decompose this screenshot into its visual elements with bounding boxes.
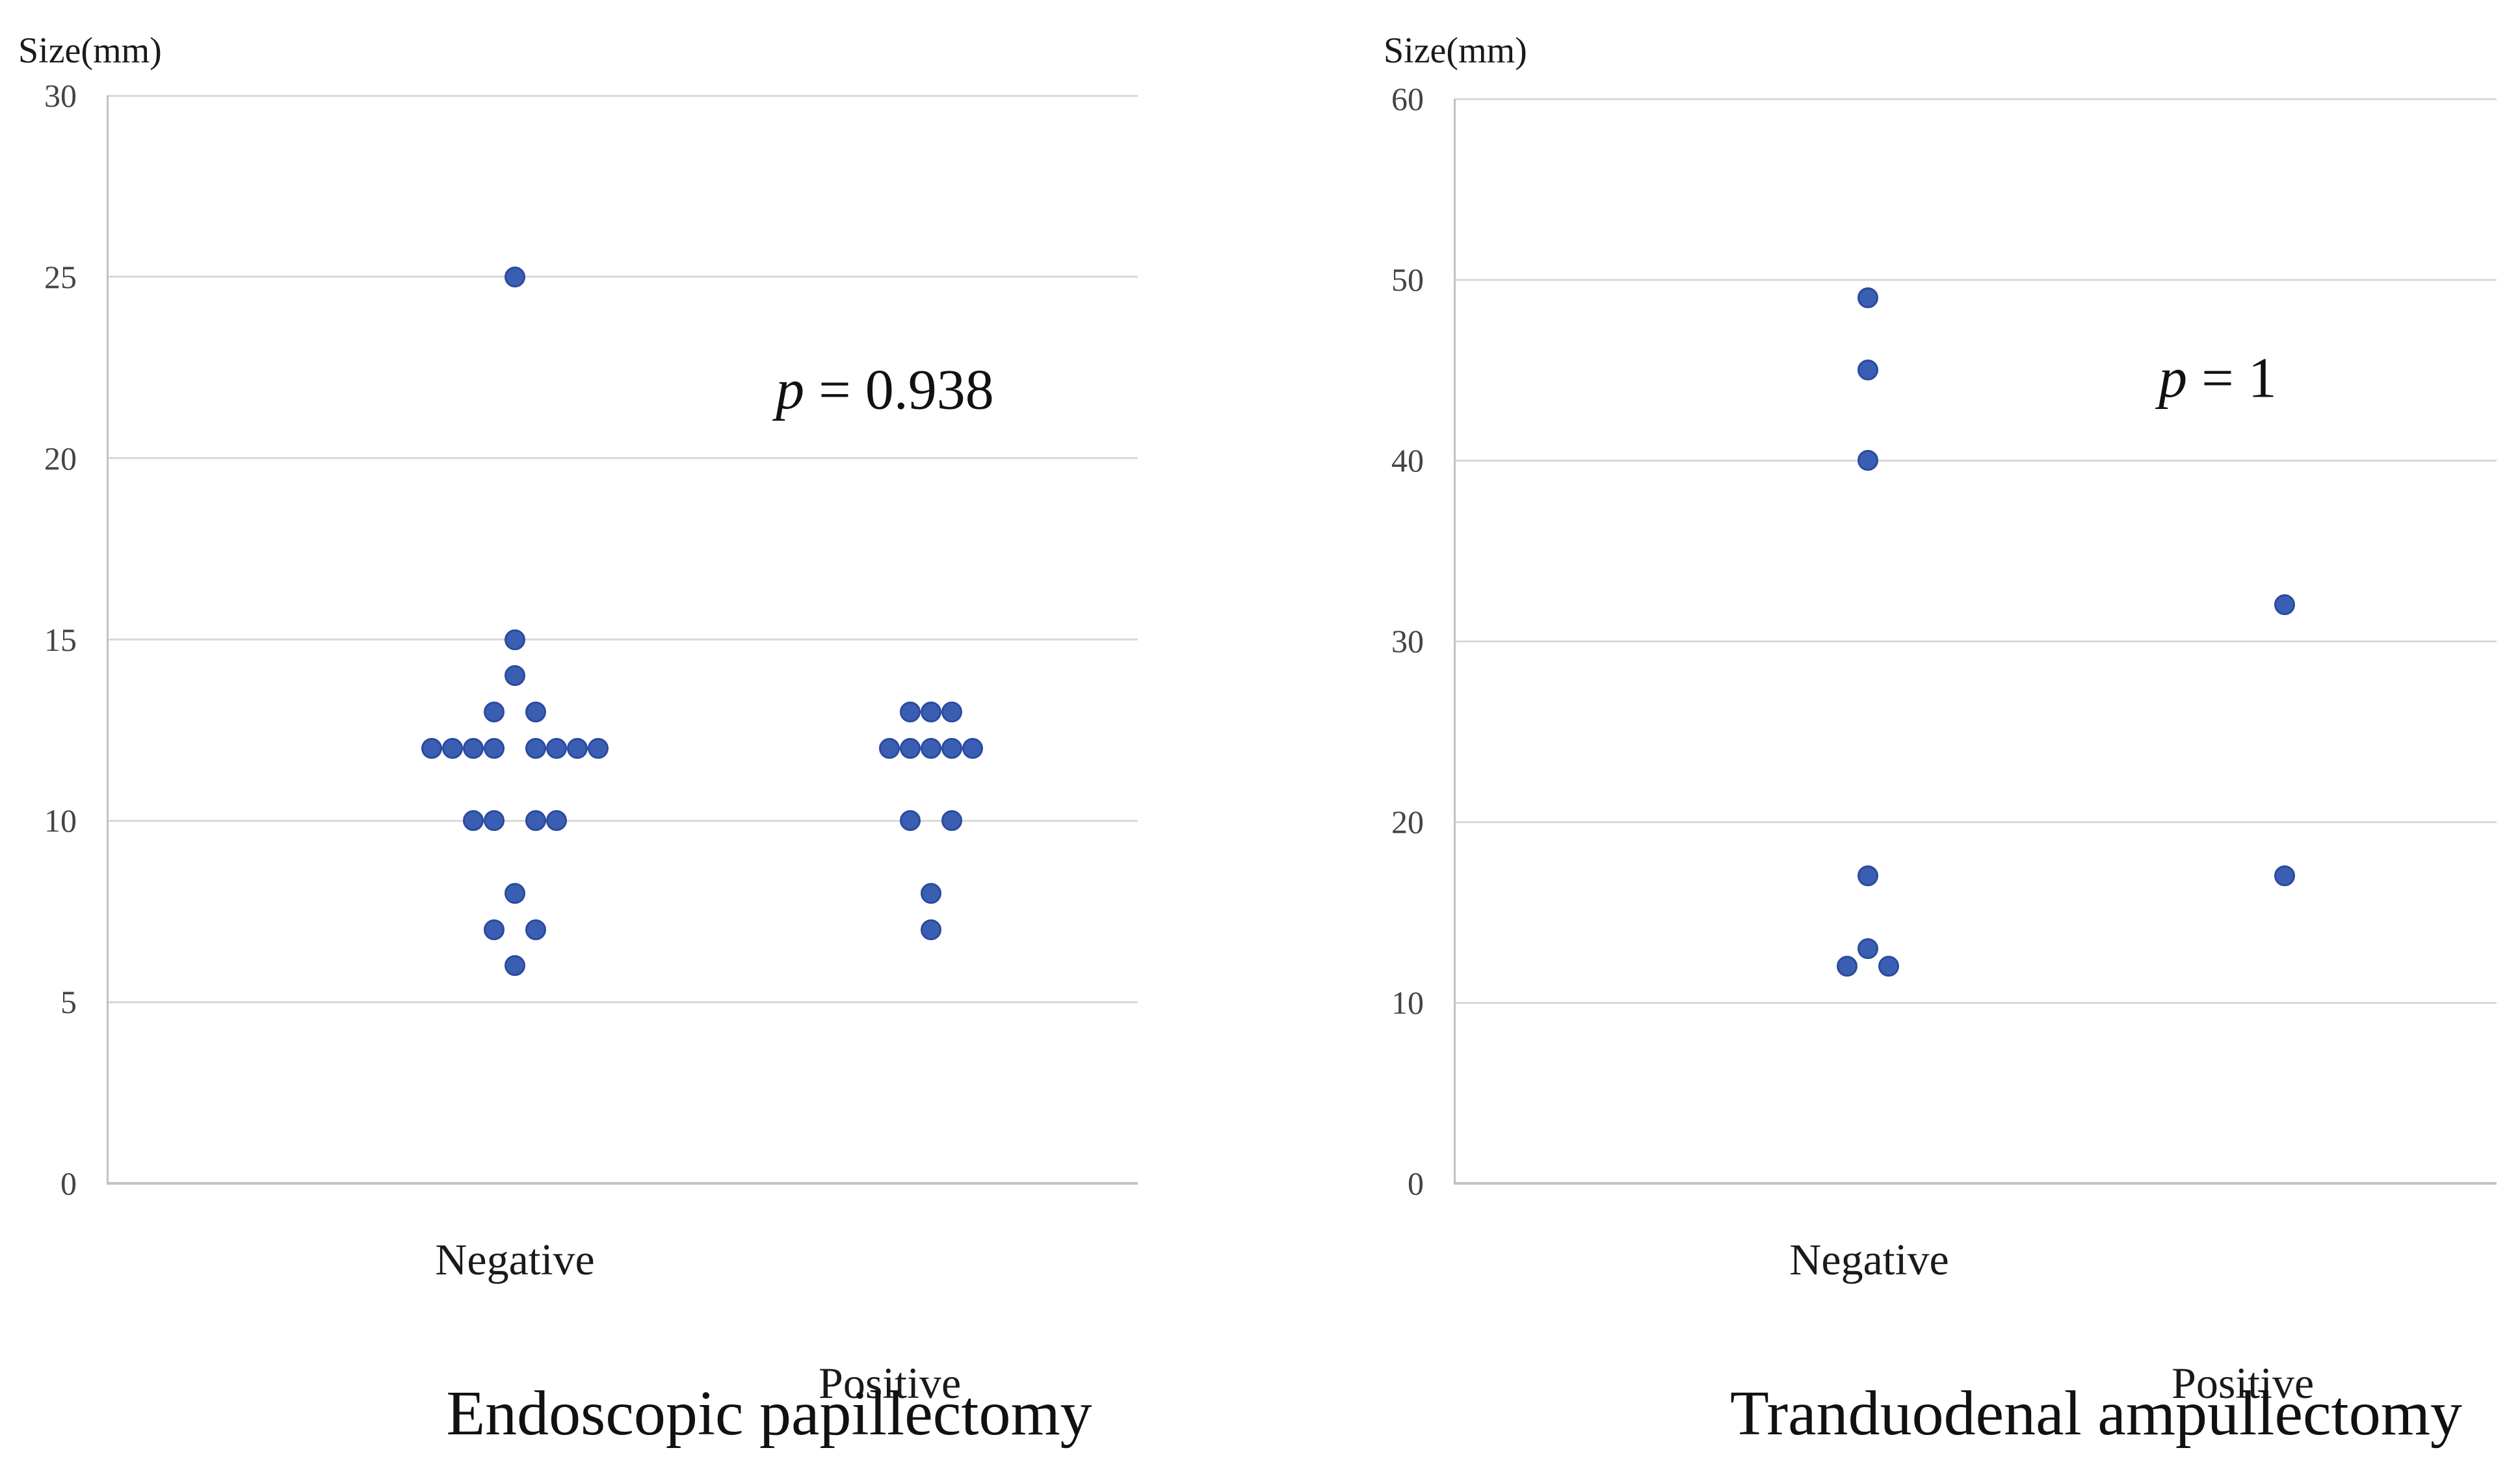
data-point xyxy=(962,737,983,759)
data-point xyxy=(421,737,442,759)
data-point xyxy=(1857,450,1878,471)
y-tick-label: 5 xyxy=(60,984,77,1021)
gridline xyxy=(107,638,1138,640)
y-tick-label: 10 xyxy=(1391,984,1424,1021)
data-point xyxy=(941,702,962,723)
data-point xyxy=(879,737,900,759)
gridline xyxy=(107,457,1138,460)
y-tick-label: 0 xyxy=(1408,1165,1424,1202)
y-tick-label: 40 xyxy=(1391,442,1424,479)
y-tick-label: 15 xyxy=(44,621,77,658)
gridline xyxy=(107,819,1138,822)
data-point xyxy=(1857,287,1878,308)
gridline xyxy=(107,94,1138,97)
gridline xyxy=(1454,640,2497,642)
x-axis-line xyxy=(1454,1182,2497,1185)
gridline xyxy=(107,1001,1138,1003)
y-tick-label: 60 xyxy=(1391,81,1424,117)
data-point xyxy=(525,737,546,759)
data-point xyxy=(484,702,505,723)
data-point xyxy=(588,737,609,759)
data-point xyxy=(900,737,921,759)
data-point xyxy=(525,919,546,940)
y-axis-title-left: Size(mm) xyxy=(18,31,162,71)
data-point xyxy=(505,665,525,687)
p-symbol: p xyxy=(776,358,805,422)
y-axis-line xyxy=(107,96,109,1185)
data-point xyxy=(900,702,921,723)
y-tick-label: 20 xyxy=(44,440,77,477)
data-point xyxy=(2274,865,2295,887)
y-tick-label: 30 xyxy=(1391,623,1424,659)
chart-title-left: Endoscopic papillectomy xyxy=(446,1378,1092,1449)
category-label-positive-right: Positive or unevaluable xyxy=(2172,1229,2442,1474)
data-point xyxy=(546,737,567,759)
data-point xyxy=(2274,594,2295,616)
data-point xyxy=(525,702,546,723)
gridline xyxy=(1454,1001,2497,1004)
data-point xyxy=(484,737,505,759)
p-value-label-left: p = 0.938 xyxy=(690,292,994,489)
y-tick-label: 20 xyxy=(1391,804,1424,840)
gridline xyxy=(1454,98,2497,100)
p-value-text: = 0.938 xyxy=(804,358,994,422)
data-point xyxy=(921,882,941,904)
data-point xyxy=(505,882,525,904)
p-value-label-right: p = 1 xyxy=(2073,280,2277,477)
data-point xyxy=(546,810,567,832)
data-point xyxy=(505,266,525,287)
data-point xyxy=(567,737,588,759)
data-point xyxy=(1857,865,1878,887)
gridline xyxy=(1454,821,2497,823)
data-point xyxy=(505,629,525,650)
p-symbol: p xyxy=(2159,347,2188,410)
data-point xyxy=(442,737,463,759)
gridline xyxy=(107,276,1138,278)
category-label-negative-right: Negative xyxy=(1789,1235,1949,1284)
data-point xyxy=(921,737,941,759)
data-point xyxy=(463,810,484,832)
x-axis-line xyxy=(107,1182,1138,1185)
y-tick-label: 0 xyxy=(60,1165,77,1202)
y-tick-label: 50 xyxy=(1391,261,1424,298)
gridline xyxy=(1454,278,2497,281)
category-label-positive-left: Positive or unevaluable xyxy=(819,1229,1089,1474)
data-point xyxy=(900,810,921,832)
data-point xyxy=(1837,956,1857,977)
data-point xyxy=(484,810,505,832)
data-point xyxy=(941,737,962,759)
data-point xyxy=(921,702,941,723)
y-tick-label: 25 xyxy=(44,258,77,295)
data-point xyxy=(505,955,525,977)
category-label-positive-line1: Positive xyxy=(819,1358,962,1408)
data-point xyxy=(921,919,941,940)
p-value-text: = 1 xyxy=(2187,347,2277,410)
data-point xyxy=(463,737,484,759)
y-axis-title-right: Size(mm) xyxy=(1384,31,1527,71)
category-label-positive-line1: Positive xyxy=(2172,1358,2315,1408)
data-point xyxy=(1878,956,1899,977)
data-point xyxy=(525,810,546,832)
data-point xyxy=(1857,938,1878,959)
y-tick-label: 30 xyxy=(44,77,77,114)
chart-title-right: Tranduodenal ampullectomy xyxy=(1730,1378,2462,1449)
data-point xyxy=(484,919,505,940)
category-label-negative-left: Negative xyxy=(435,1235,595,1284)
y-axis-line xyxy=(1454,99,1456,1185)
data-point xyxy=(941,810,962,832)
data-point xyxy=(1857,360,1878,380)
gridline xyxy=(1454,459,2497,462)
y-tick-label: 10 xyxy=(44,802,77,839)
